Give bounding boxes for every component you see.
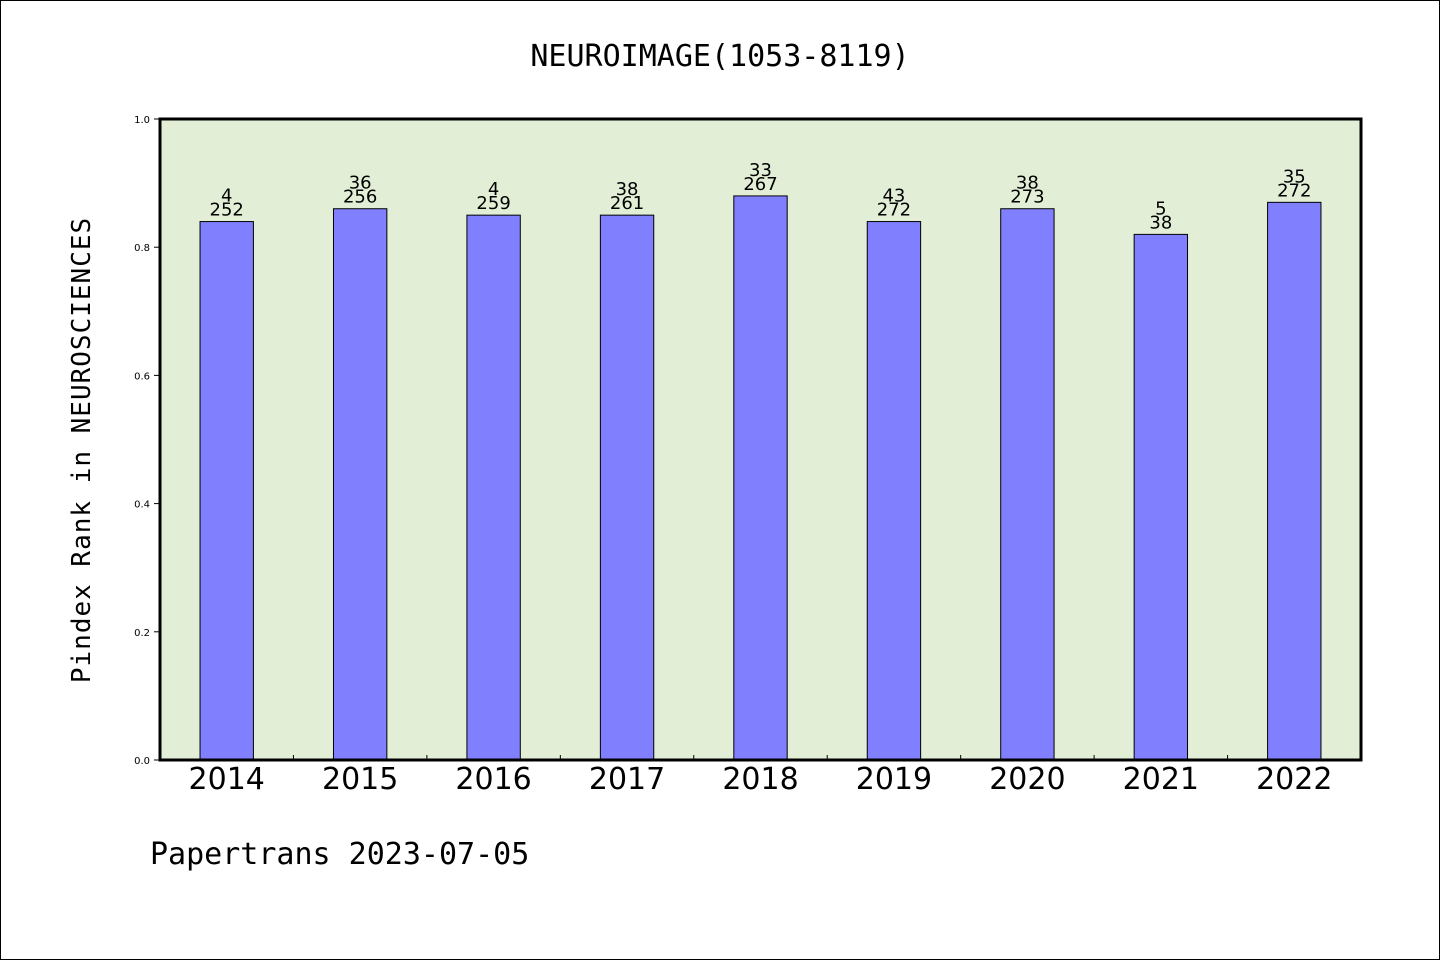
data-label-total-2016: 259 — [476, 193, 510, 214]
bar-2020 — [1000, 208, 1055, 761]
bar-2016 — [466, 214, 521, 761]
x-tick-label-2014: 2014 — [189, 762, 265, 797]
y-tick-label-0.8: 0.8 — [134, 243, 150, 254]
data-label-total-2019: 272 — [877, 200, 911, 221]
data-label-rank-2016: 4 — [488, 179, 499, 200]
bar-2019 — [866, 221, 922, 761]
bar-2014 — [199, 221, 254, 761]
y-tick-label-0.0: 0.0 — [134, 756, 150, 767]
x-tick-label-2016: 2016 — [455, 762, 531, 797]
bars-group — [199, 195, 1322, 761]
data-label-total-2020: 273 — [1010, 187, 1044, 208]
bar-2022 — [1267, 201, 1322, 761]
data-label-total-2018: 267 — [743, 174, 777, 195]
data-label-total-2014: 252 — [210, 200, 244, 221]
data-label-rank-2015: 36 — [349, 173, 372, 194]
bar-2018 — [733, 195, 788, 761]
chart-title: NEUROIMAGE(1053-8119) — [530, 39, 909, 74]
y-tick-label-0.2: 0.2 — [134, 628, 150, 639]
data-label-rank-2014: 4 — [221, 186, 232, 207]
x-tick-label-2017: 2017 — [589, 762, 665, 797]
data-label-total-2015: 256 — [343, 187, 377, 208]
data-label-rank-2018: 33 — [749, 160, 772, 181]
y-axis: 0.0 0.2 0.4 0.6 0.8 1.0 — [134, 115, 160, 767]
y-tick-label-1.0: 1.0 — [134, 115, 150, 126]
y-axis-label: Pindex Rank in NEUROSCIENCES — [67, 217, 97, 683]
data-label-rank-2022: 35 — [1283, 166, 1306, 187]
data-label-rank-2021: 5 — [1155, 198, 1166, 219]
data-label-rank-2019: 43 — [882, 186, 905, 207]
footer-text: Papertrans 2023-07-05 — [150, 837, 529, 872]
bar-2017 — [599, 214, 655, 761]
bar-2015 — [332, 208, 388, 761]
data-label-rank-2017: 38 — [616, 179, 639, 200]
data-label-total-2021: 38 — [1149, 212, 1172, 233]
data-label-total-2017: 261 — [610, 193, 644, 214]
data-label-total-2022: 272 — [1277, 180, 1311, 201]
x-axis: 2014 2015 2016 2017 2018 2019 2020 2021 2022 — [189, 755, 1332, 797]
x-tick-label-2019: 2019 — [856, 762, 932, 797]
y-tick-label-0.6: 0.6 — [134, 371, 150, 382]
x-tick-label-2015: 2015 — [322, 762, 398, 797]
plot-border — [158, 117, 1363, 762]
x-tick-label-2022: 2022 — [1256, 762, 1332, 797]
data-label-rank-2020: 38 — [1016, 173, 1039, 194]
x-tick-label-2021: 2021 — [1123, 762, 1199, 797]
x-tick-label-2018: 2018 — [722, 762, 798, 797]
x-tick-label-2020: 2020 — [989, 762, 1065, 797]
bar-2021 — [1133, 233, 1189, 761]
y-tick-label-0.4: 0.4 — [134, 500, 150, 511]
